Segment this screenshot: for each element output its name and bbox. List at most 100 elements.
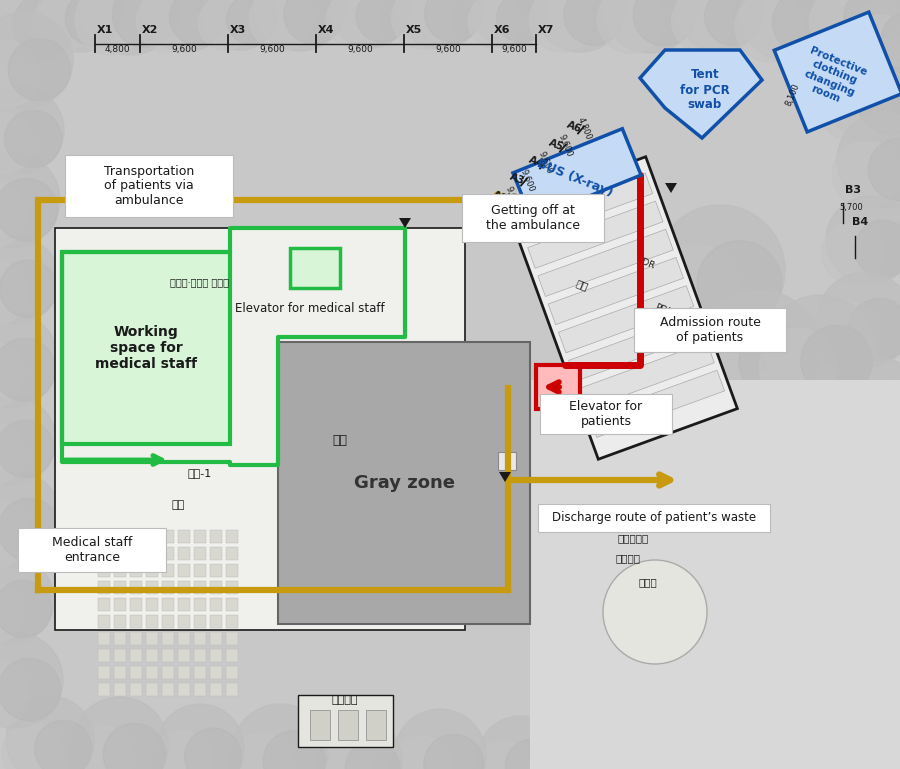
Polygon shape <box>558 285 694 353</box>
Circle shape <box>34 0 93 52</box>
Bar <box>130 547 142 560</box>
Bar <box>178 615 190 628</box>
Bar <box>210 615 222 628</box>
Circle shape <box>356 0 408 42</box>
Bar <box>98 598 110 611</box>
Bar <box>114 632 126 645</box>
Bar <box>162 598 174 611</box>
Bar <box>226 632 238 645</box>
Circle shape <box>837 112 900 208</box>
Circle shape <box>832 141 899 208</box>
Circle shape <box>792 692 853 754</box>
Text: 5,700: 5,700 <box>839 203 863 212</box>
Circle shape <box>227 0 276 45</box>
Circle shape <box>602 0 698 53</box>
Bar <box>210 632 222 645</box>
Circle shape <box>848 298 900 361</box>
Circle shape <box>0 236 59 324</box>
Circle shape <box>706 413 800 508</box>
Circle shape <box>678 468 802 592</box>
Circle shape <box>855 220 900 278</box>
Circle shape <box>326 0 382 48</box>
Circle shape <box>66 0 120 45</box>
Text: 환경조작실: 환경조작실 <box>617 533 649 543</box>
Bar <box>194 547 206 560</box>
Circle shape <box>232 704 328 769</box>
Text: Working
space for
medical staff: Working space for medical staff <box>95 325 197 371</box>
Bar <box>210 581 222 594</box>
Circle shape <box>318 718 402 769</box>
Text: X7: X7 <box>538 25 554 35</box>
Circle shape <box>396 0 484 49</box>
Circle shape <box>852 448 900 512</box>
Circle shape <box>882 13 900 62</box>
Circle shape <box>815 450 885 520</box>
Text: 8,100: 8,100 <box>784 82 801 107</box>
Text: BUS (X-ray): BUS (X-ray) <box>536 157 615 199</box>
Text: 주방: 주방 <box>574 278 590 292</box>
Circle shape <box>314 743 373 769</box>
Circle shape <box>583 738 645 769</box>
Circle shape <box>151 731 213 769</box>
Polygon shape <box>548 258 683 325</box>
Circle shape <box>634 0 696 46</box>
Circle shape <box>603 560 707 664</box>
Circle shape <box>0 420 54 478</box>
Circle shape <box>636 597 717 678</box>
Circle shape <box>0 582 23 644</box>
Text: 치료뚝실: 치료뚝실 <box>616 553 641 563</box>
Bar <box>226 666 238 679</box>
Bar <box>310 710 330 740</box>
Circle shape <box>529 0 594 52</box>
Bar <box>194 530 206 543</box>
Bar <box>290 248 340 288</box>
Circle shape <box>564 0 624 45</box>
Bar <box>146 564 158 577</box>
Circle shape <box>346 741 400 769</box>
Bar <box>298 695 393 747</box>
Text: B3: B3 <box>845 185 861 195</box>
Circle shape <box>0 262 28 324</box>
Bar <box>536 365 580 409</box>
Bar <box>194 581 206 594</box>
Circle shape <box>680 594 755 669</box>
Bar <box>162 632 174 645</box>
Circle shape <box>822 222 883 284</box>
Bar <box>130 598 142 611</box>
Circle shape <box>104 724 166 769</box>
Circle shape <box>756 409 844 498</box>
Bar <box>146 615 158 628</box>
Bar <box>178 564 190 577</box>
Bar <box>130 615 142 628</box>
Circle shape <box>0 556 54 644</box>
Text: 9,600: 9,600 <box>259 45 285 54</box>
Circle shape <box>505 739 560 769</box>
Text: Tent
for PCR
swab: Tent for PCR swab <box>680 68 730 112</box>
Text: Gray zone: Gray zone <box>354 474 454 492</box>
Polygon shape <box>590 370 724 438</box>
Circle shape <box>671 0 733 52</box>
Circle shape <box>705 605 815 715</box>
Polygon shape <box>640 50 762 138</box>
Bar <box>178 632 190 645</box>
Circle shape <box>0 152 60 248</box>
Bar <box>98 547 110 560</box>
Text: X2: X2 <box>142 25 158 35</box>
Polygon shape <box>507 157 737 459</box>
Bar <box>162 683 174 696</box>
Circle shape <box>0 422 25 484</box>
Circle shape <box>534 0 626 52</box>
Circle shape <box>772 0 838 55</box>
Circle shape <box>0 178 58 241</box>
Bar <box>194 632 206 645</box>
Text: 9,600: 9,600 <box>556 133 573 158</box>
Circle shape <box>169 0 227 45</box>
Bar <box>98 581 110 594</box>
Bar <box>210 683 222 696</box>
Text: X6: X6 <box>494 25 510 35</box>
Bar <box>634 308 786 352</box>
Bar <box>114 598 126 611</box>
Circle shape <box>853 15 900 68</box>
Text: X3: X3 <box>230 25 247 35</box>
Circle shape <box>809 531 874 596</box>
